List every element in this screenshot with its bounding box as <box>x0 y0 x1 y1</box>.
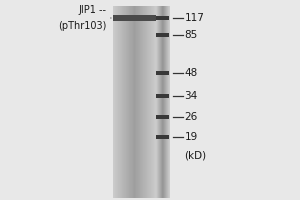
Bar <box>156 115 169 119</box>
Bar <box>156 71 169 75</box>
Bar <box>122 6 123 198</box>
Bar <box>156 94 169 98</box>
Bar <box>151 6 152 198</box>
Bar <box>135 6 136 198</box>
Bar <box>156 33 169 37</box>
Bar <box>139 6 140 198</box>
Text: 19: 19 <box>184 132 198 142</box>
Bar <box>155 6 156 198</box>
Bar <box>121 6 122 198</box>
Bar <box>147 6 148 198</box>
Bar <box>142 6 143 198</box>
Text: 85: 85 <box>184 30 198 40</box>
Bar <box>138 6 139 198</box>
Bar <box>156 135 169 139</box>
Bar <box>112 6 113 198</box>
Bar <box>118 6 119 198</box>
Bar <box>125 6 126 198</box>
Bar <box>120 6 121 198</box>
Text: (pThr103): (pThr103) <box>58 21 106 31</box>
Bar <box>117 6 118 198</box>
Bar <box>127 6 128 198</box>
Bar <box>140 6 141 198</box>
Bar <box>133 6 134 198</box>
Bar <box>115 6 116 198</box>
Bar <box>136 6 137 198</box>
Bar <box>143 6 144 198</box>
Bar <box>131 6 132 198</box>
Bar <box>119 6 120 198</box>
Bar <box>114 6 115 198</box>
Text: (kD): (kD) <box>184 151 207 161</box>
Bar <box>113 6 114 198</box>
Text: 34: 34 <box>184 91 198 101</box>
Bar <box>128 6 129 198</box>
Bar <box>149 6 150 198</box>
Bar <box>144 6 145 198</box>
Bar <box>112 15 156 21</box>
Bar <box>132 6 133 198</box>
Bar <box>126 6 127 198</box>
Bar <box>146 6 147 198</box>
Bar <box>145 6 146 198</box>
Text: 26: 26 <box>184 112 198 122</box>
Bar <box>137 6 138 198</box>
Text: JIP1 --: JIP1 -- <box>79 5 106 15</box>
Bar <box>134 6 135 198</box>
Bar <box>123 6 124 198</box>
Bar <box>130 6 131 198</box>
Text: 48: 48 <box>184 68 198 78</box>
Bar <box>112 6 156 198</box>
Bar <box>124 6 125 198</box>
Bar <box>141 6 142 198</box>
Bar <box>116 6 117 198</box>
Bar <box>156 6 169 198</box>
Bar <box>148 6 149 198</box>
Bar <box>152 6 153 198</box>
Bar <box>129 6 130 198</box>
Bar <box>153 6 154 198</box>
Bar <box>150 6 151 198</box>
Text: 117: 117 <box>184 13 204 23</box>
Bar <box>154 6 155 198</box>
Bar <box>156 16 169 20</box>
